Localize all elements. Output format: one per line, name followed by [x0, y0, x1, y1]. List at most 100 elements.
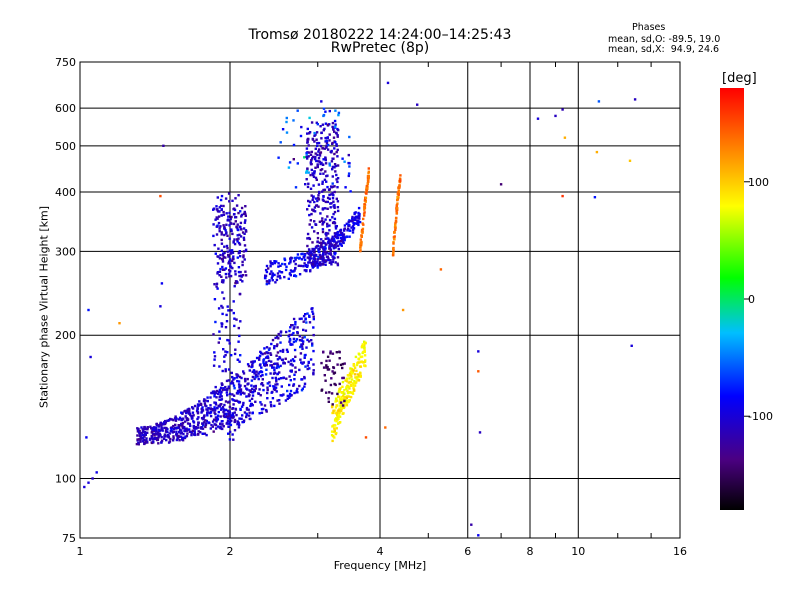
data-point: [320, 243, 323, 247]
data-point: [289, 274, 292, 277]
data-point: [242, 212, 246, 216]
data-point: [169, 437, 172, 441]
data-point: [268, 381, 271, 384]
data-point: [323, 374, 326, 377]
data-point: [278, 274, 281, 278]
data-point: [297, 264, 300, 267]
data-point: [218, 227, 221, 230]
data-point: [335, 178, 338, 181]
phase-stats-header: Phases: [632, 22, 666, 33]
data-point: [185, 434, 189, 438]
data-point: [225, 244, 229, 248]
data-point: [240, 376, 243, 380]
data-point: [331, 216, 334, 219]
data-point: [335, 420, 338, 423]
data-point: [310, 307, 313, 310]
data-point: [136, 434, 139, 437]
data-point: [187, 412, 191, 415]
data-point: [336, 363, 339, 366]
data-point: [296, 387, 299, 391]
data-point: [223, 403, 226, 407]
data-point: [342, 405, 345, 409]
phase-stats-o-mode: mean, sd,O: -89.5, 19.0: [608, 34, 721, 45]
data-point: [231, 232, 234, 236]
data-point: [293, 348, 297, 352]
data-point: [345, 404, 349, 407]
data-point: [349, 220, 352, 223]
data-point: [328, 245, 331, 248]
data-point: [333, 217, 337, 221]
data-point: [279, 394, 282, 397]
data-point: [245, 415, 248, 419]
data-point: [276, 372, 279, 375]
data-point: [279, 276, 282, 280]
data-point: [337, 409, 340, 412]
data-point: [288, 333, 291, 337]
data-point: [346, 229, 349, 232]
data-point: [246, 377, 249, 381]
data-point: [328, 247, 331, 250]
data-point: [278, 399, 281, 402]
data-point: [336, 135, 339, 138]
data-point: [140, 426, 143, 429]
data-point: [181, 438, 184, 441]
data-point: [321, 221, 325, 225]
data-point: [331, 221, 335, 225]
data-point: [331, 352, 335, 355]
data-point: [302, 361, 305, 364]
data-point: [235, 281, 239, 284]
data-point: [303, 258, 307, 262]
data-point: [294, 258, 297, 261]
data-point: [270, 391, 273, 394]
data-point: [226, 409, 230, 412]
data-point: [319, 168, 322, 172]
data-point: [229, 262, 232, 265]
data-point: [310, 257, 313, 260]
data-point: [135, 442, 139, 446]
data-point: [321, 207, 325, 210]
data-point: [214, 385, 217, 389]
data-point: [329, 249, 332, 252]
data-point: [288, 383, 291, 387]
data-point: [326, 365, 329, 369]
data-point: [351, 372, 354, 375]
data-point: [341, 239, 344, 242]
data-point: [261, 384, 265, 387]
data-point: [347, 381, 350, 384]
data-point: [233, 429, 237, 432]
data-point: [285, 131, 289, 134]
data-point: [202, 418, 205, 421]
x-tick-label: 4: [377, 545, 384, 558]
data-point: [229, 251, 232, 255]
data-point: [196, 433, 200, 436]
data-point: [337, 240, 340, 243]
data-point: [348, 391, 351, 394]
data-point: [349, 373, 353, 376]
data-point: [311, 198, 314, 202]
data-point: [174, 419, 178, 422]
data-point: [237, 241, 241, 245]
data-point: [217, 247, 220, 250]
data-point: [260, 370, 264, 374]
data-point: [216, 425, 220, 428]
data-point: [354, 376, 357, 379]
data-point: [334, 400, 337, 403]
data-point: [345, 377, 348, 380]
data-point: [363, 341, 367, 345]
data-point: [175, 438, 179, 442]
data-point: [366, 182, 369, 185]
data-point: [224, 368, 227, 371]
data-point: [336, 263, 340, 267]
data-point: [214, 252, 217, 255]
data-point: [304, 183, 307, 186]
data-point: [336, 134, 339, 137]
data-point: [264, 356, 268, 359]
data-point: [270, 270, 273, 273]
data-point: [173, 426, 176, 430]
data-point: [197, 416, 200, 419]
data-point: [365, 187, 368, 190]
data-point: [324, 263, 327, 266]
data-point: [561, 108, 564, 111]
data-point: [536, 117, 540, 120]
data-point: [150, 434, 153, 438]
